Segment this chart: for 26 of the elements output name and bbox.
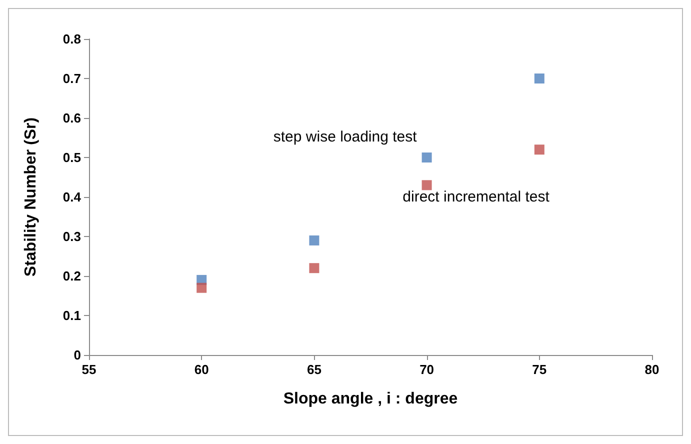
x-tick-label: 75	[532, 362, 547, 377]
series-label: direct incremental test	[402, 188, 550, 206]
point	[422, 180, 432, 190]
series-label: step wise loading test	[273, 128, 418, 146]
point	[534, 144, 544, 155]
y-tick-label: 0.7	[62, 71, 81, 86]
y-tick-label: 0.6	[62, 110, 81, 126]
x-axis-title: Slope angle , i : degree	[283, 390, 458, 408]
y-tick-label: 0.2	[62, 268, 81, 284]
point	[534, 74, 544, 84]
y-tick-label: 0.8	[62, 32, 81, 46]
x-tick-label: 70	[420, 362, 434, 377]
point	[309, 263, 320, 274]
point	[422, 152, 432, 162]
x-tick-label: 60	[194, 362, 209, 377]
y-tick-label: 0.4	[62, 190, 82, 204]
y-tick-label: 0.5	[62, 150, 81, 165]
y-axis-title: Stability Number (Sr)	[22, 117, 40, 277]
point	[196, 282, 207, 293]
y-tick-label: 0	[74, 348, 81, 362]
point	[309, 235, 320, 246]
x-tick-label: 80	[644, 362, 660, 377]
x-tick-label: 65	[306, 362, 322, 377]
y-tick-label: 0.1	[62, 308, 81, 323]
y-tick-label: 0.3	[62, 229, 81, 244]
x-tick-label: 55	[82, 362, 96, 377]
